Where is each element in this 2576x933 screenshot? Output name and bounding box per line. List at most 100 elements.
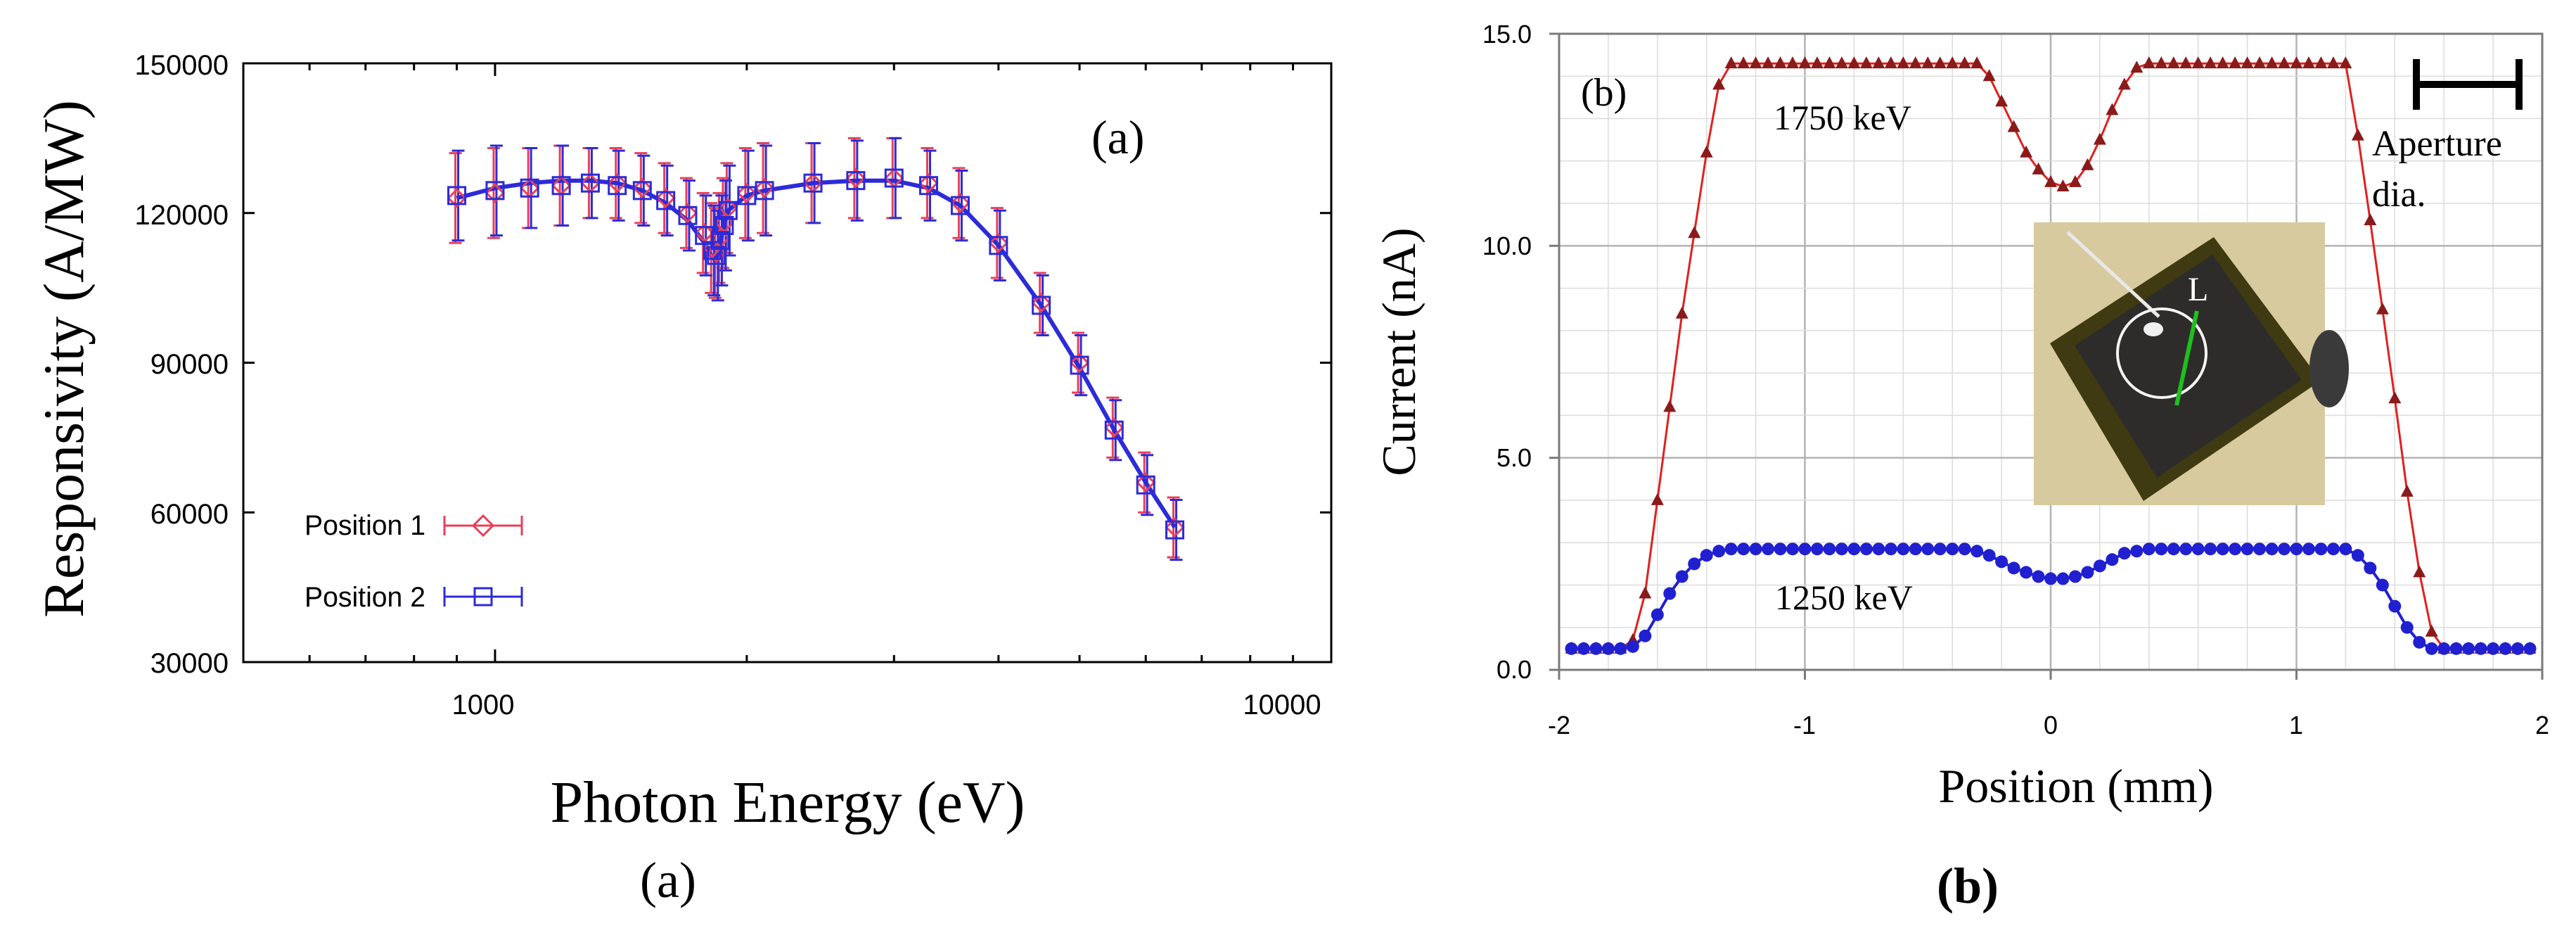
caption-a: (a) — [640, 852, 696, 908]
data-point-1250-kev — [2474, 642, 2487, 655]
data-point-position-2 — [950, 196, 970, 215]
data-point-1750-kev — [2253, 56, 2267, 69]
data-point-position-2 — [755, 181, 774, 201]
data-point-1250-kev — [2487, 642, 2500, 655]
data-point-1250-kev — [1810, 542, 1824, 556]
data-point-1250-kev — [2400, 621, 2414, 634]
data-point-1250-kev — [1675, 570, 1689, 583]
plot-b-x-tick-labels: -2 -1 0 1 2 — [1548, 711, 2549, 740]
data-point-1250-kev — [2265, 542, 2279, 556]
data-point-1250-kev — [2326, 542, 2340, 556]
data-point-1750-kev — [2216, 56, 2229, 69]
plot-a-ticks — [242, 62, 1333, 664]
data-point-1750-kev — [2167, 56, 2180, 69]
caption-b: (b) — [1937, 858, 1999, 914]
data-point-1750-kev — [1639, 586, 1652, 599]
legend-marker-position-2 — [443, 587, 523, 607]
data-point-position-2 — [884, 168, 904, 188]
plot-a-x-tick-labels: 1000 10000 — [452, 690, 1321, 721]
data-point-1250-kev — [1847, 542, 1861, 556]
data-point-position-2 — [656, 191, 676, 210]
data-point-position-1 — [988, 233, 1008, 253]
data-point-1750-kev — [1823, 56, 1836, 69]
plot-b-y-axis-label: Current (nA) — [1372, 227, 1425, 476]
x-tick-label: -2 — [1548, 711, 1570, 740]
data-point-1750-kev — [2044, 174, 2057, 187]
data-point-1750-kev — [2142, 56, 2155, 69]
data-point-1250-kev — [2437, 642, 2451, 655]
data-point-1750-kev — [2425, 624, 2438, 637]
data-point-1750-kev — [1749, 56, 1762, 69]
legend-marker-position-1 — [443, 514, 523, 538]
data-point-1750-kev — [1675, 306, 1689, 319]
data-point-position-2 — [1070, 355, 1089, 375]
data-point-1250-kev — [2290, 542, 2303, 556]
data-point-1250-kev — [2130, 545, 2144, 558]
data-point-1250-kev — [2499, 642, 2512, 655]
data-point-1750-kev — [1700, 145, 1713, 158]
data-point-1750-kev — [1946, 56, 1959, 69]
data-point-1250-kev — [1798, 542, 1812, 556]
data-point-position-2 — [447, 186, 467, 205]
data-point-1750-kev — [1663, 400, 1677, 412]
data-point-position-2 — [989, 236, 1008, 255]
data-point-position-1 — [845, 167, 866, 189]
data-point-1250-kev — [1995, 555, 2008, 569]
data-point-1250-kev — [1909, 542, 1922, 556]
data-point-position-2 — [608, 176, 627, 196]
data-point-1250-kev — [2425, 642, 2438, 655]
x-tick-label: 10000 — [1243, 690, 1321, 721]
data-point-position-2 — [846, 171, 866, 191]
inset-label-l: L — [2188, 271, 2208, 308]
data-point-1750-kev — [2351, 128, 2364, 141]
data-point-1250-kev — [1639, 629, 1652, 642]
y-tick-label: 10.0 — [1482, 231, 1532, 260]
data-point-1750-kev — [1859, 56, 1873, 69]
data-point-position-1 — [1165, 517, 1185, 538]
aperture-label-line-2: dia. — [2372, 174, 2426, 215]
data-point-1750-kev — [1933, 56, 1947, 69]
data-point-1750-kev — [1921, 56, 1935, 69]
data-point-position-1 — [950, 193, 970, 213]
data-point-1250-kev — [1688, 557, 1701, 571]
data-point-1750-kev — [1909, 56, 1922, 69]
data-point-1750-kev — [2081, 158, 2094, 170]
data-point-position-1 — [706, 243, 726, 263]
data-point-1250-kev — [2376, 578, 2389, 592]
x-tick-label: -1 — [1793, 711, 1816, 740]
data-point-1750-kev — [2241, 56, 2254, 69]
data-point-1250-kev — [2044, 572, 2057, 585]
data-point-1250-kev — [2216, 542, 2229, 556]
plot-a-marks — [447, 137, 1185, 561]
data-point-1750-kev — [2265, 56, 2279, 69]
data-point-1250-kev — [2056, 572, 2070, 585]
data-point-1750-kev — [2388, 391, 2402, 404]
data-point-1250-kev — [1946, 542, 1959, 556]
data-point-1750-kev — [2229, 56, 2242, 69]
data-point-1250-kev — [1651, 608, 1664, 621]
plot-b-x-axis-label: Position (mm) — [1938, 759, 2213, 813]
data-point-1250-kev — [2032, 570, 2045, 583]
data-point-position-1 — [754, 178, 775, 198]
data-point-1750-kev — [2117, 77, 2131, 90]
data-point-1250-kev — [1835, 542, 1848, 556]
data-point-1750-kev — [1786, 56, 1800, 69]
data-point-position-1 — [1136, 472, 1156, 493]
panel-b: L 15.0 10.0 5.0 0.0 -2 -1 0 1 2 Position… — [1372, 20, 2549, 914]
data-point-1750-kev — [1810, 56, 1824, 69]
data-point-1750-kev — [2278, 56, 2291, 69]
data-point-1250-kev — [2229, 542, 2242, 556]
data-point-1750-kev — [2376, 302, 2389, 315]
data-point-1750-kev — [1982, 69, 1996, 82]
data-point-1750-kev — [2093, 132, 2106, 145]
y-tick-label: 120000 — [135, 200, 229, 231]
data-point-1250-kev — [1589, 642, 1603, 655]
data-point-1750-kev — [2032, 162, 2045, 174]
data-point-1250-kev — [1884, 542, 1897, 556]
data-point-1250-kev — [2020, 566, 2033, 579]
data-point-1750-kev — [2056, 179, 2070, 191]
data-point-position-2 — [707, 246, 726, 265]
legend-label-position-2: Position 2 — [305, 582, 425, 613]
data-point-1250-kev — [1872, 542, 1885, 556]
